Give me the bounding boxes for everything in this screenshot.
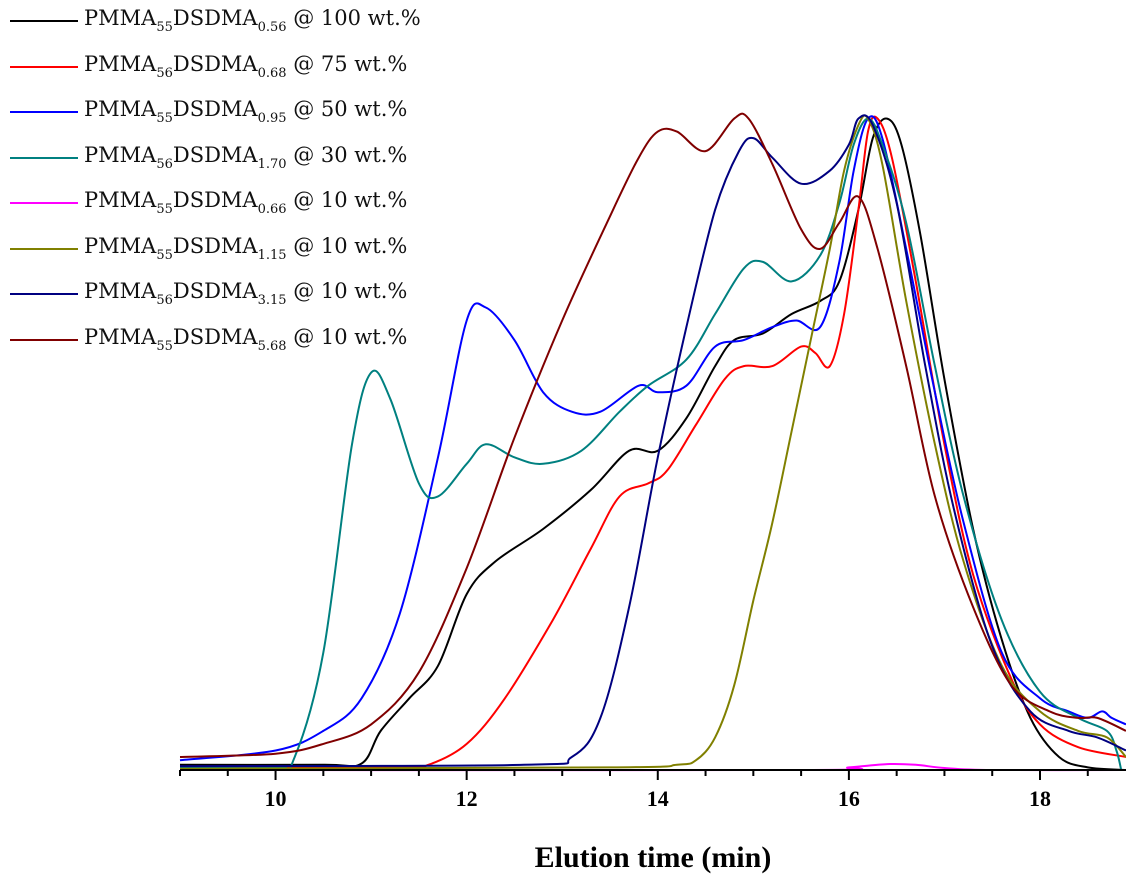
legend-swatch <box>10 66 78 68</box>
legend-label: PMMA56DSDMA1.70 @ 30 wt.% <box>84 143 407 172</box>
legend-label-sub1: 55 <box>156 202 173 217</box>
legend-label-mid: DSDMA <box>173 325 258 349</box>
legend-label-post: @ 10 wt.% <box>287 188 408 212</box>
legend-swatch <box>10 339 78 341</box>
legend-label-pre: PMMA <box>84 52 156 76</box>
legend-swatch <box>10 293 78 295</box>
legend-swatch <box>10 111 78 113</box>
legend-label-post: @ 10 wt.% <box>287 325 408 349</box>
legend-label-mid: DSDMA <box>173 143 258 167</box>
legend-label-post: @ 50 wt.% <box>287 97 408 121</box>
legend-label-pre: PMMA <box>84 143 156 167</box>
legend-label-sub1: 55 <box>156 248 173 263</box>
legend-label-sub1: 56 <box>156 157 173 172</box>
legend-label-sub2: 0.68 <box>258 66 287 81</box>
legend-label-mid: DSDMA <box>173 188 258 212</box>
legend-item: PMMA56DSDMA1.70 @ 30 wt.% <box>4 139 474 179</box>
legend-label: PMMA55DSDMA0.95 @ 50 wt.% <box>84 97 407 126</box>
legend-label-mid: DSDMA <box>173 279 258 303</box>
legend-label-sub1: 56 <box>156 293 173 308</box>
legend-label-sub1: 55 <box>156 20 173 35</box>
legend-swatch <box>10 157 78 159</box>
x-tick-label: 14 <box>647 786 669 811</box>
x-tick-label: 10 <box>265 786 287 811</box>
legend-item: PMMA56DSDMA3.15 @ 10 wt.% <box>4 275 474 315</box>
legend-swatch <box>10 20 78 22</box>
legend-label-pre: PMMA <box>84 279 156 303</box>
legend-swatch <box>10 202 78 204</box>
legend-label-post: @ 10 wt.% <box>287 279 408 303</box>
legend-item: PMMA55DSDMA0.95 @ 50 wt.% <box>4 93 474 133</box>
legend-label-sub1: 55 <box>156 339 173 354</box>
legend-label-sub2: 1.70 <box>258 157 287 172</box>
legend-label-post: @ 100 wt.% <box>287 6 421 30</box>
x-tick-label: 16 <box>838 786 860 811</box>
legend-label: PMMA56DSDMA3.15 @ 10 wt.% <box>84 279 407 308</box>
legend-label-sub2: 0.56 <box>258 20 287 35</box>
legend-label-pre: PMMA <box>84 6 156 30</box>
legend-label-mid: DSDMA <box>173 52 258 76</box>
legend-label: PMMA55DSDMA0.56 @ 100 wt.% <box>84 6 421 35</box>
legend-label-sub2: 3.15 <box>258 293 287 308</box>
legend-label-pre: PMMA <box>84 97 156 121</box>
legend-label: PMMA55DSDMA0.66 @ 10 wt.% <box>84 188 407 217</box>
legend-label: PMMA55DSDMA1.15 @ 10 wt.% <box>84 234 407 263</box>
legend-item: PMMA55DSDMA1.15 @ 10 wt.% <box>4 230 474 270</box>
legend-label-mid: DSDMA <box>173 97 258 121</box>
legend-label-sub2: 5.68 <box>258 339 287 354</box>
legend-item: PMMA55DSDMA0.56 @ 100 wt.% <box>4 2 474 42</box>
x-tick-label: 12 <box>456 786 478 811</box>
legend-label-pre: PMMA <box>84 234 156 258</box>
legend-label-mid: DSDMA <box>173 234 258 258</box>
x-axis-ticks: 10 12 14 16 18 <box>180 770 1088 811</box>
legend-label-mid: DSDMA <box>173 6 258 30</box>
legend-label: PMMA56DSDMA0.68 @ 75 wt.% <box>84 52 407 81</box>
legend-label-post: @ 30 wt.% <box>287 143 408 167</box>
legend-label-sub1: 56 <box>156 66 173 81</box>
legend-label-sub2: 0.95 <box>258 111 287 126</box>
legend-label-pre: PMMA <box>84 188 156 212</box>
legend-item: PMMA55DSDMA0.66 @ 10 wt.% <box>4 184 474 224</box>
legend-label-sub2: 0.66 <box>258 202 287 217</box>
legend-label: PMMA55DSDMA5.68 @ 10 wt.% <box>84 325 407 354</box>
legend-swatch <box>10 248 78 250</box>
legend-label-post: @ 10 wt.% <box>287 234 408 258</box>
x-tick-label: 18 <box>1029 786 1051 811</box>
legend-item: PMMA56DSDMA0.68 @ 75 wt.% <box>4 48 474 88</box>
x-axis-title: Elution time (min) <box>535 841 772 874</box>
legend-label-sub2: 1.15 <box>258 248 287 263</box>
legend-label-sub1: 55 <box>156 111 173 126</box>
legend-label-post: @ 75 wt.% <box>287 52 408 76</box>
legend-label-pre: PMMA <box>84 325 156 349</box>
legend-item: PMMA55DSDMA5.68 @ 10 wt.% <box>4 321 474 361</box>
